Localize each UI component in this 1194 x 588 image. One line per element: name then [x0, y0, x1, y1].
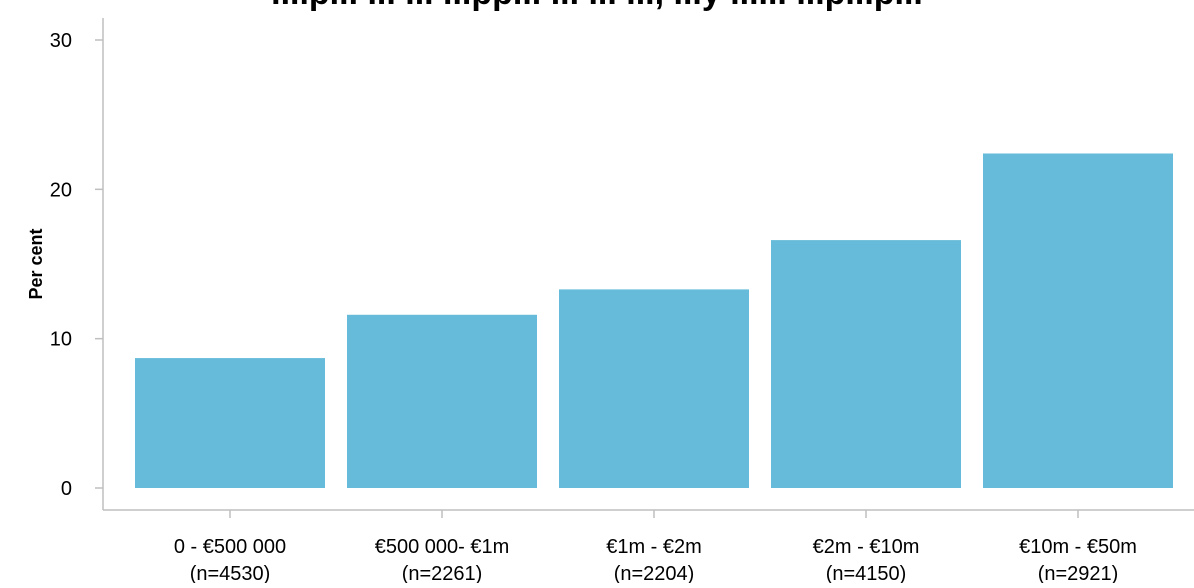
- bar-1: [347, 314, 537, 488]
- y-axis-ticks: 0 10 20 30: [50, 30, 103, 500]
- bar-2: [559, 289, 749, 488]
- bars-group: [135, 153, 1173, 488]
- y-tick-label-1: 10: [50, 329, 72, 351]
- x-tick-label-4: €10m - €50m: [1019, 536, 1137, 558]
- x-tick-label-3: €2m - €10m: [813, 536, 920, 558]
- y-tick-label-0: 0: [61, 478, 72, 500]
- y-tick-label-3: 30: [50, 30, 72, 52]
- y-axis-label: Per cent: [26, 228, 46, 299]
- x-tick-label-1: €500 000- €1m: [375, 536, 510, 558]
- bar-0: [135, 358, 325, 488]
- x-tick-label-0: 0 - €500 000: [174, 536, 286, 558]
- bar-4: [983, 153, 1173, 488]
- x-tick-sample-label-1: (n=2261): [402, 563, 483, 583]
- x-tick-sample-label-0: (n=4530): [190, 563, 271, 583]
- x-tick-sample-label-2: (n=2204): [614, 563, 695, 583]
- y-tick-label-2: 20: [50, 179, 72, 201]
- x-tick-sample-label-4: (n=2921): [1038, 563, 1119, 583]
- chart-title: ...ip... ... ... ...pp... ... ... ..., .…: [0, 0, 1194, 13]
- x-axis-ticks: 0 - €500 000 (n=4530) €500 000- €1m (n=2261…: [174, 510, 1137, 585]
- bar-3: [771, 240, 961, 488]
- x-tick-sample-label-3: (n=4150): [826, 563, 907, 583]
- x-tick-label-2: €1m - €2m: [606, 536, 702, 558]
